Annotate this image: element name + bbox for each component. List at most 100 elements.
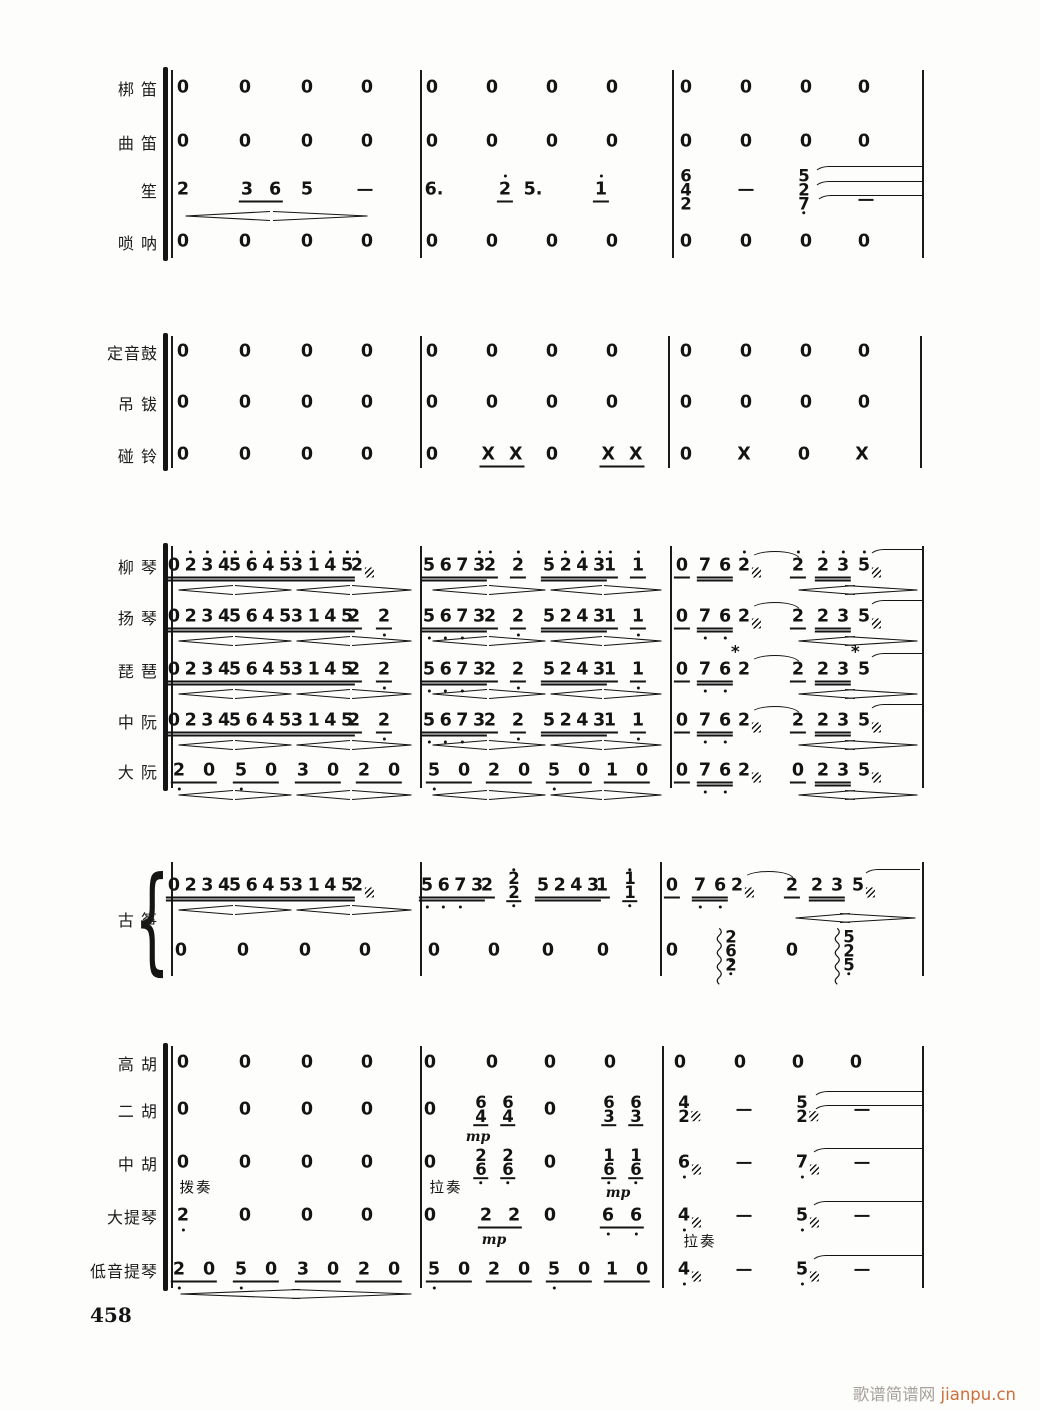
digit: 4 xyxy=(262,710,275,731)
digit: 0 xyxy=(679,131,693,152)
chord-digit: 6 xyxy=(725,941,737,962)
digit: 5 xyxy=(423,711,435,744)
octave-dot-below xyxy=(636,633,640,636)
octave-dot-below xyxy=(444,636,448,640)
digit: 2 xyxy=(791,606,805,627)
digit: 3 xyxy=(586,875,600,896)
octave-dot-below xyxy=(239,787,243,790)
digit: 1 xyxy=(603,606,617,627)
digit: 7 xyxy=(456,660,468,693)
rest-note: 0 xyxy=(546,78,558,98)
beam-underline xyxy=(425,781,473,783)
decrescendo-hairpin xyxy=(351,584,412,596)
watermark-domain-link[interactable]: jianpu.cn xyxy=(940,1385,1016,1404)
tremolo-mark xyxy=(692,1164,702,1175)
digit: 3 xyxy=(291,550,303,576)
crescendo-hairpin xyxy=(178,789,234,801)
system-end-barline xyxy=(922,862,924,976)
octave-dot-below xyxy=(703,740,707,744)
digit: 5 xyxy=(228,659,242,680)
tie-arc xyxy=(750,706,800,714)
crescendo-hairpin xyxy=(798,688,856,700)
digit: 0 xyxy=(543,1052,557,1073)
beam-underline xyxy=(628,1124,644,1127)
digit: 2 xyxy=(738,550,750,576)
octave-dot-below xyxy=(606,1232,610,1235)
digit: 0 xyxy=(485,341,499,362)
beam-underline xyxy=(170,1280,218,1282)
tie-arc xyxy=(868,653,922,663)
rest-note: 0 xyxy=(361,393,373,413)
octave-dot-above xyxy=(841,550,845,554)
note: 5 * xyxy=(851,643,870,680)
rest-note: 0 xyxy=(361,1053,373,1073)
digit: 0 xyxy=(300,392,314,413)
digit: 0 xyxy=(425,444,439,465)
instrument-label-suona: 唢 呐 xyxy=(117,234,158,253)
note: 5 xyxy=(858,711,882,733)
digit: 0 xyxy=(487,940,501,961)
octave-dot-below xyxy=(458,905,462,909)
octave-dot-below xyxy=(425,905,429,909)
chord-digit: 3 xyxy=(630,1107,642,1126)
beam-underline xyxy=(545,781,593,783)
beam-underline xyxy=(165,731,233,733)
digit: 4 xyxy=(324,710,337,731)
digit: 5 xyxy=(543,550,555,576)
beam-underline xyxy=(288,576,356,578)
rest-note: 0 xyxy=(486,1053,498,1073)
octave-dot-above xyxy=(512,868,516,872)
rest-note: 0 xyxy=(740,342,752,362)
decrescendo-hairpin xyxy=(603,584,662,596)
digit: 2 xyxy=(184,606,197,627)
octave-dot-below xyxy=(800,1175,804,1179)
note: 1 xyxy=(592,174,610,202)
digit: 1 xyxy=(605,1259,618,1280)
digit: 6 xyxy=(246,550,258,576)
chord-digit: 7 xyxy=(798,193,810,215)
beam-underline xyxy=(814,683,852,686)
decrescendo-hairpin xyxy=(272,210,368,222)
note: 2 xyxy=(177,1206,189,1232)
beam-underline xyxy=(485,1280,533,1282)
digit: 0 xyxy=(167,606,181,627)
beam-underline xyxy=(165,630,233,633)
note: 2 xyxy=(478,876,496,898)
digit: 3 xyxy=(593,550,605,576)
beam-underline xyxy=(420,576,488,578)
beam-underline xyxy=(165,683,233,686)
beam-underline xyxy=(170,781,218,783)
digit: 0 xyxy=(360,341,374,362)
octave-dot-below xyxy=(444,689,448,693)
octave-dot-below xyxy=(516,686,520,689)
digit: 2 xyxy=(177,1206,189,1232)
digit: 0 xyxy=(739,131,753,152)
beam-underline xyxy=(814,781,852,783)
beam-underline xyxy=(629,576,647,578)
digit: 0 xyxy=(857,131,871,152)
rest-note: 0 xyxy=(604,1053,616,1073)
rest-note: 0 xyxy=(606,342,618,362)
dash-note xyxy=(854,1268,870,1272)
rest-note: 0 xyxy=(239,1153,251,1173)
beam-underline xyxy=(789,576,807,578)
rest-note: 0 xyxy=(597,941,609,961)
digit: 0 xyxy=(388,1259,401,1280)
rest-note: 0 xyxy=(177,342,189,362)
digit: 0 xyxy=(203,1259,216,1280)
beam-underline xyxy=(696,734,734,737)
rest-note: 0 xyxy=(679,131,693,152)
digit: 7 xyxy=(456,711,468,744)
beam-underline xyxy=(814,576,852,578)
watermark: 歌谱简谱网 jianpu.cn xyxy=(760,1381,1016,1405)
octave-dot-below xyxy=(628,904,632,908)
note: 2 xyxy=(375,607,393,636)
octave-dot-below xyxy=(516,737,520,740)
